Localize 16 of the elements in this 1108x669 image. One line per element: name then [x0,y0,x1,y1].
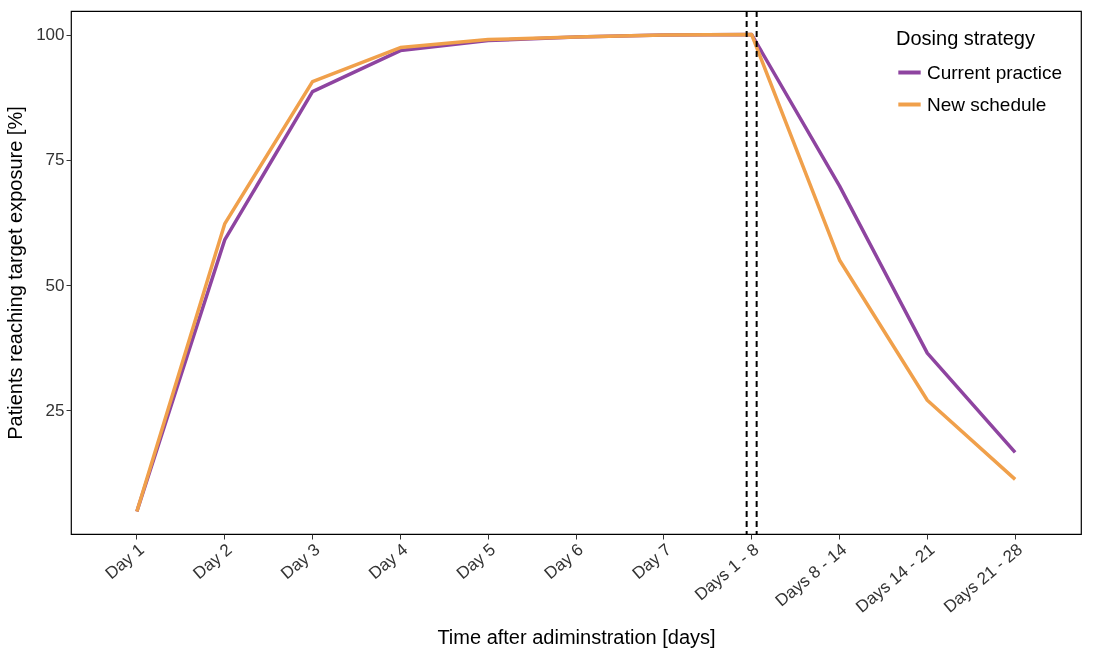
x-axis-title: Time after adiminstration [days] [437,625,716,648]
x-tick-label: Day 5 [452,539,500,584]
legend-title: Dosing strategy [896,27,1035,49]
y-tick-label: 100 [36,25,65,45]
x-tick-label: Day 1 [101,539,148,584]
y-tick-label: 25 [45,400,65,420]
x-tick-label: Day 2 [189,539,236,584]
y-tick-label: 75 [45,150,65,170]
x-tick-label: Day 7 [628,539,675,584]
y-tick-label: 50 [45,275,65,295]
legend-label: Current practice [927,61,1063,83]
x-tick-label: Day 6 [540,539,587,584]
legend-label: New schedule [927,93,1047,115]
y-axis-title: Patients reaching target exposure [%] [4,106,27,440]
x-tick-label: Day 4 [365,539,412,584]
x-tick-label: Day 3 [277,539,324,584]
